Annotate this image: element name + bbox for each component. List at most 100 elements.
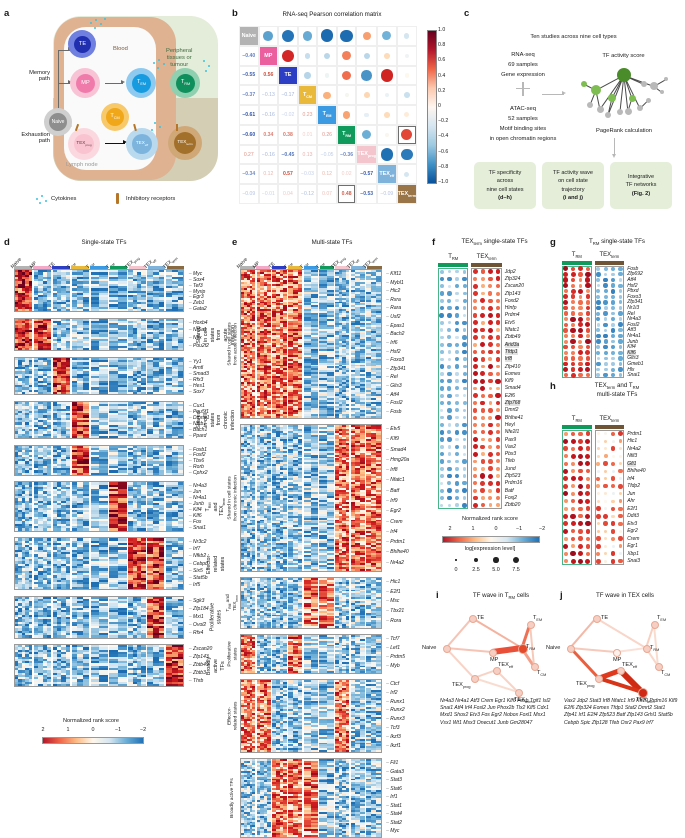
corr-diagonal-label: TEXeff	[379, 171, 394, 178]
colorbar-tick: −1.0	[438, 179, 448, 185]
corr-highlight-box	[398, 126, 416, 144]
heatmap-cell	[118, 473, 127, 475]
heatmap-state-column	[91, 538, 108, 589]
corr-bubble	[282, 30, 294, 42]
heatmap-cell	[141, 587, 145, 589]
corr-cell-value: 0.02	[337, 164, 357, 184]
heatmap-state-column	[53, 319, 70, 351]
corr-value: 0.12	[263, 171, 273, 177]
corr-value: 0.12	[322, 171, 332, 177]
panel-d-title: Single-state TFs	[44, 239, 164, 246]
heatmap-cell	[83, 348, 89, 350]
corr-cell-bubble	[337, 85, 357, 105]
cell-te: TE	[74, 36, 91, 53]
corr-bubble	[325, 73, 329, 77]
corr-cell-bubble	[278, 26, 298, 46]
heatmap-state-column	[15, 319, 32, 351]
pagerank-arrowhead	[612, 154, 616, 158]
heatmap-cell	[83, 392, 89, 394]
heatmap-cell	[99, 684, 108, 686]
colorbar-tick: −0.8	[438, 164, 448, 170]
blood-label: Blood	[113, 46, 128, 52]
heatmap-cell	[118, 587, 127, 589]
heatmap-cell	[91, 635, 100, 637]
heatmap-state-column	[53, 538, 70, 589]
corr-value: −0.01	[262, 191, 275, 197]
corr-diagonal-label: TE	[284, 72, 291, 78]
colorbar-tick: 0.2	[438, 88, 445, 94]
gene-label: – Zfp184	[189, 606, 209, 612]
memory-path-label: Memory path	[10, 70, 50, 82]
cell-tcm: TCM	[106, 108, 124, 126]
heatmap-cell	[47, 436, 51, 438]
corr-bubble	[304, 72, 310, 78]
corr-diagonal-label: Naive	[242, 33, 256, 39]
corr-diagonal-label: TEXprog	[357, 151, 376, 158]
atacseq-line-1: ATAC-seq	[474, 106, 572, 112]
corr-cell-bubble	[356, 105, 377, 125]
corr-cell-value: −0.17	[278, 85, 298, 105]
heatmap-cell	[178, 392, 184, 394]
corr-cell-bubble	[259, 26, 279, 46]
cell-mp: MP	[76, 74, 95, 93]
heatmap-cell	[29, 309, 32, 311]
heatmap-state-column	[109, 597, 126, 638]
heatmap-cell	[99, 348, 108, 350]
outcome-box-line: TF specificity	[489, 169, 522, 177]
corr-value: −0.13	[262, 92, 275, 98]
corr-bubble	[382, 31, 391, 40]
heatmap-state-column	[53, 482, 70, 530]
outcome-box-line: TF networks	[626, 181, 657, 189]
corr-bubble	[343, 111, 351, 119]
heatmap-state-column	[15, 358, 32, 394]
heatmap-state-column	[53, 645, 70, 686]
cell-texprog: TEXprog	[74, 134, 94, 154]
heatmap-state-column	[91, 446, 108, 475]
arrowhead-tem	[121, 80, 125, 84]
heatmap-cell	[159, 392, 165, 394]
heatmap-cell	[66, 635, 70, 637]
rnaseq-line-1: RNA-seq	[478, 52, 568, 58]
corr-value: 0.57	[283, 171, 293, 177]
heatmap-state-column	[53, 358, 70, 394]
corr-cell-value: 0.34	[259, 125, 279, 145]
heatmap-block	[14, 357, 184, 395]
heatmap-cell	[159, 309, 165, 311]
heatmap-cell	[29, 635, 32, 637]
corr-bubble	[381, 148, 393, 160]
heatmap-cell	[91, 587, 100, 589]
corr-bubble	[342, 51, 351, 60]
corr-diagonal-label: MP	[264, 53, 272, 59]
corr-value: −0.53	[360, 191, 373, 197]
heatmap-state-column	[147, 482, 164, 530]
corr-cell-value: −0.16	[259, 105, 279, 125]
heatmap-cell	[178, 309, 184, 311]
heatmap-state-column	[147, 270, 164, 311]
corr-bubble	[263, 31, 273, 41]
colorbar-tick: −0.2	[438, 118, 448, 124]
gene-label: – Mxi1	[189, 614, 204, 620]
heatmap-cell	[99, 528, 108, 530]
heatmap-block	[14, 318, 184, 352]
corr-bubble	[361, 70, 372, 81]
corr-bubble	[364, 92, 370, 98]
corr-cell-bubble	[397, 26, 417, 46]
heatmap-state-column	[34, 597, 51, 638]
heatmap-cell	[83, 684, 89, 686]
corr-value: 0.07	[322, 191, 332, 197]
corr-bubble	[363, 32, 371, 40]
heatmap-state-column	[166, 319, 183, 351]
corr-cell-bubble	[317, 26, 337, 46]
corr-cell-value: 0.38	[278, 125, 298, 145]
corr-cell-value: −0.37	[239, 85, 259, 105]
outcome-box-line: Integrative	[628, 173, 654, 181]
heatmap-state-column	[109, 402, 126, 438]
group-side-label: TRM and TEXterm	[205, 498, 227, 516]
corr-cell-value: 0.56	[259, 66, 279, 86]
exhaustion-path-label: Exhaustion path	[8, 132, 50, 144]
heatmap-state-column	[53, 597, 70, 638]
corr-cell-value: −0.12	[298, 184, 318, 204]
heatmap-state-column	[109, 270, 126, 311]
heatmap-state-column	[72, 597, 89, 638]
colorbar-tick: −0.4	[438, 133, 448, 139]
